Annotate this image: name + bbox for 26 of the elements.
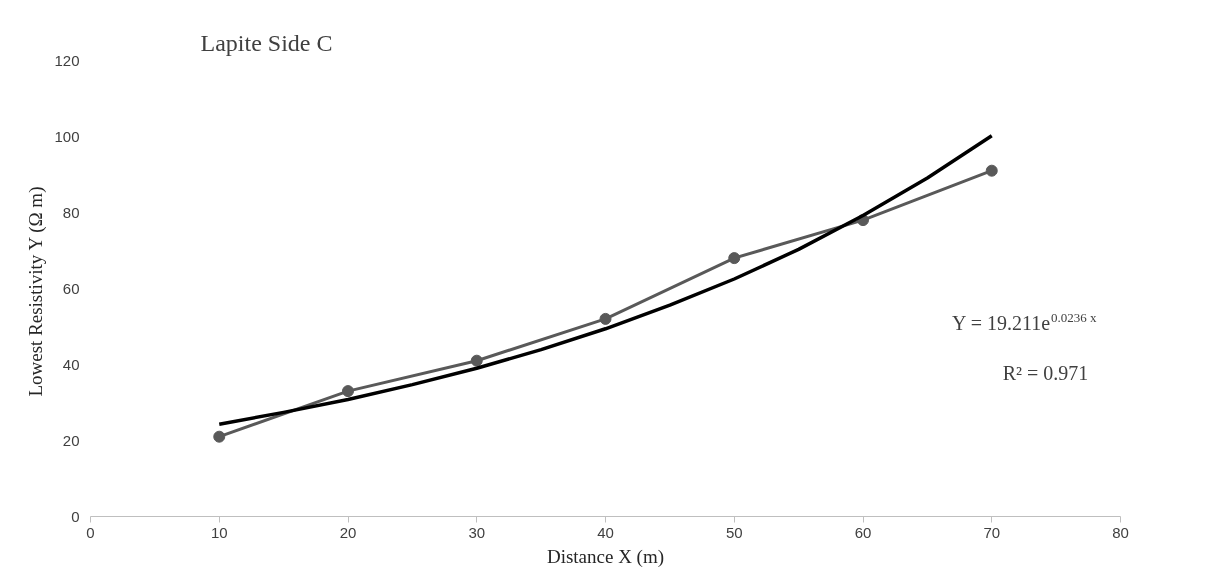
annotation: R² = 0.971: [1002, 361, 1089, 384]
x-tick-label: 50: [725, 523, 743, 541]
point: [470, 354, 483, 367]
point: [342, 385, 354, 398]
x-tick-label: 20: [339, 523, 357, 541]
chart-title: Lapite Side C: [200, 29, 333, 56]
y-tick-label: 80: [62, 203, 80, 221]
point: [728, 252, 741, 265]
x-tick-label: 0: [86, 523, 95, 541]
x-tick-label: 70: [983, 523, 1001, 541]
y-tick-label: 20: [62, 431, 80, 449]
x-tick-label: 30: [468, 523, 486, 541]
x-tick-label: 80: [1112, 523, 1129, 541]
x-axis-title: Distance X (m): [546, 545, 665, 568]
y-tick-label: 60: [62, 279, 80, 297]
point: [985, 164, 998, 177]
y-tick-label: 40: [62, 355, 80, 373]
y-tick-label: 100: [54, 127, 80, 145]
point: [599, 312, 612, 325]
point: [213, 430, 226, 443]
x-tick-label: 10: [210, 523, 228, 541]
y-tick-label: 120: [54, 51, 80, 69]
y-tick-label: 0: [71, 507, 80, 525]
x-tick-label: 40: [597, 523, 614, 541]
y-axis-title: Lowest Resistivity Y (Ω m): [25, 186, 48, 397]
x-tick-label: 60: [854, 523, 872, 541]
